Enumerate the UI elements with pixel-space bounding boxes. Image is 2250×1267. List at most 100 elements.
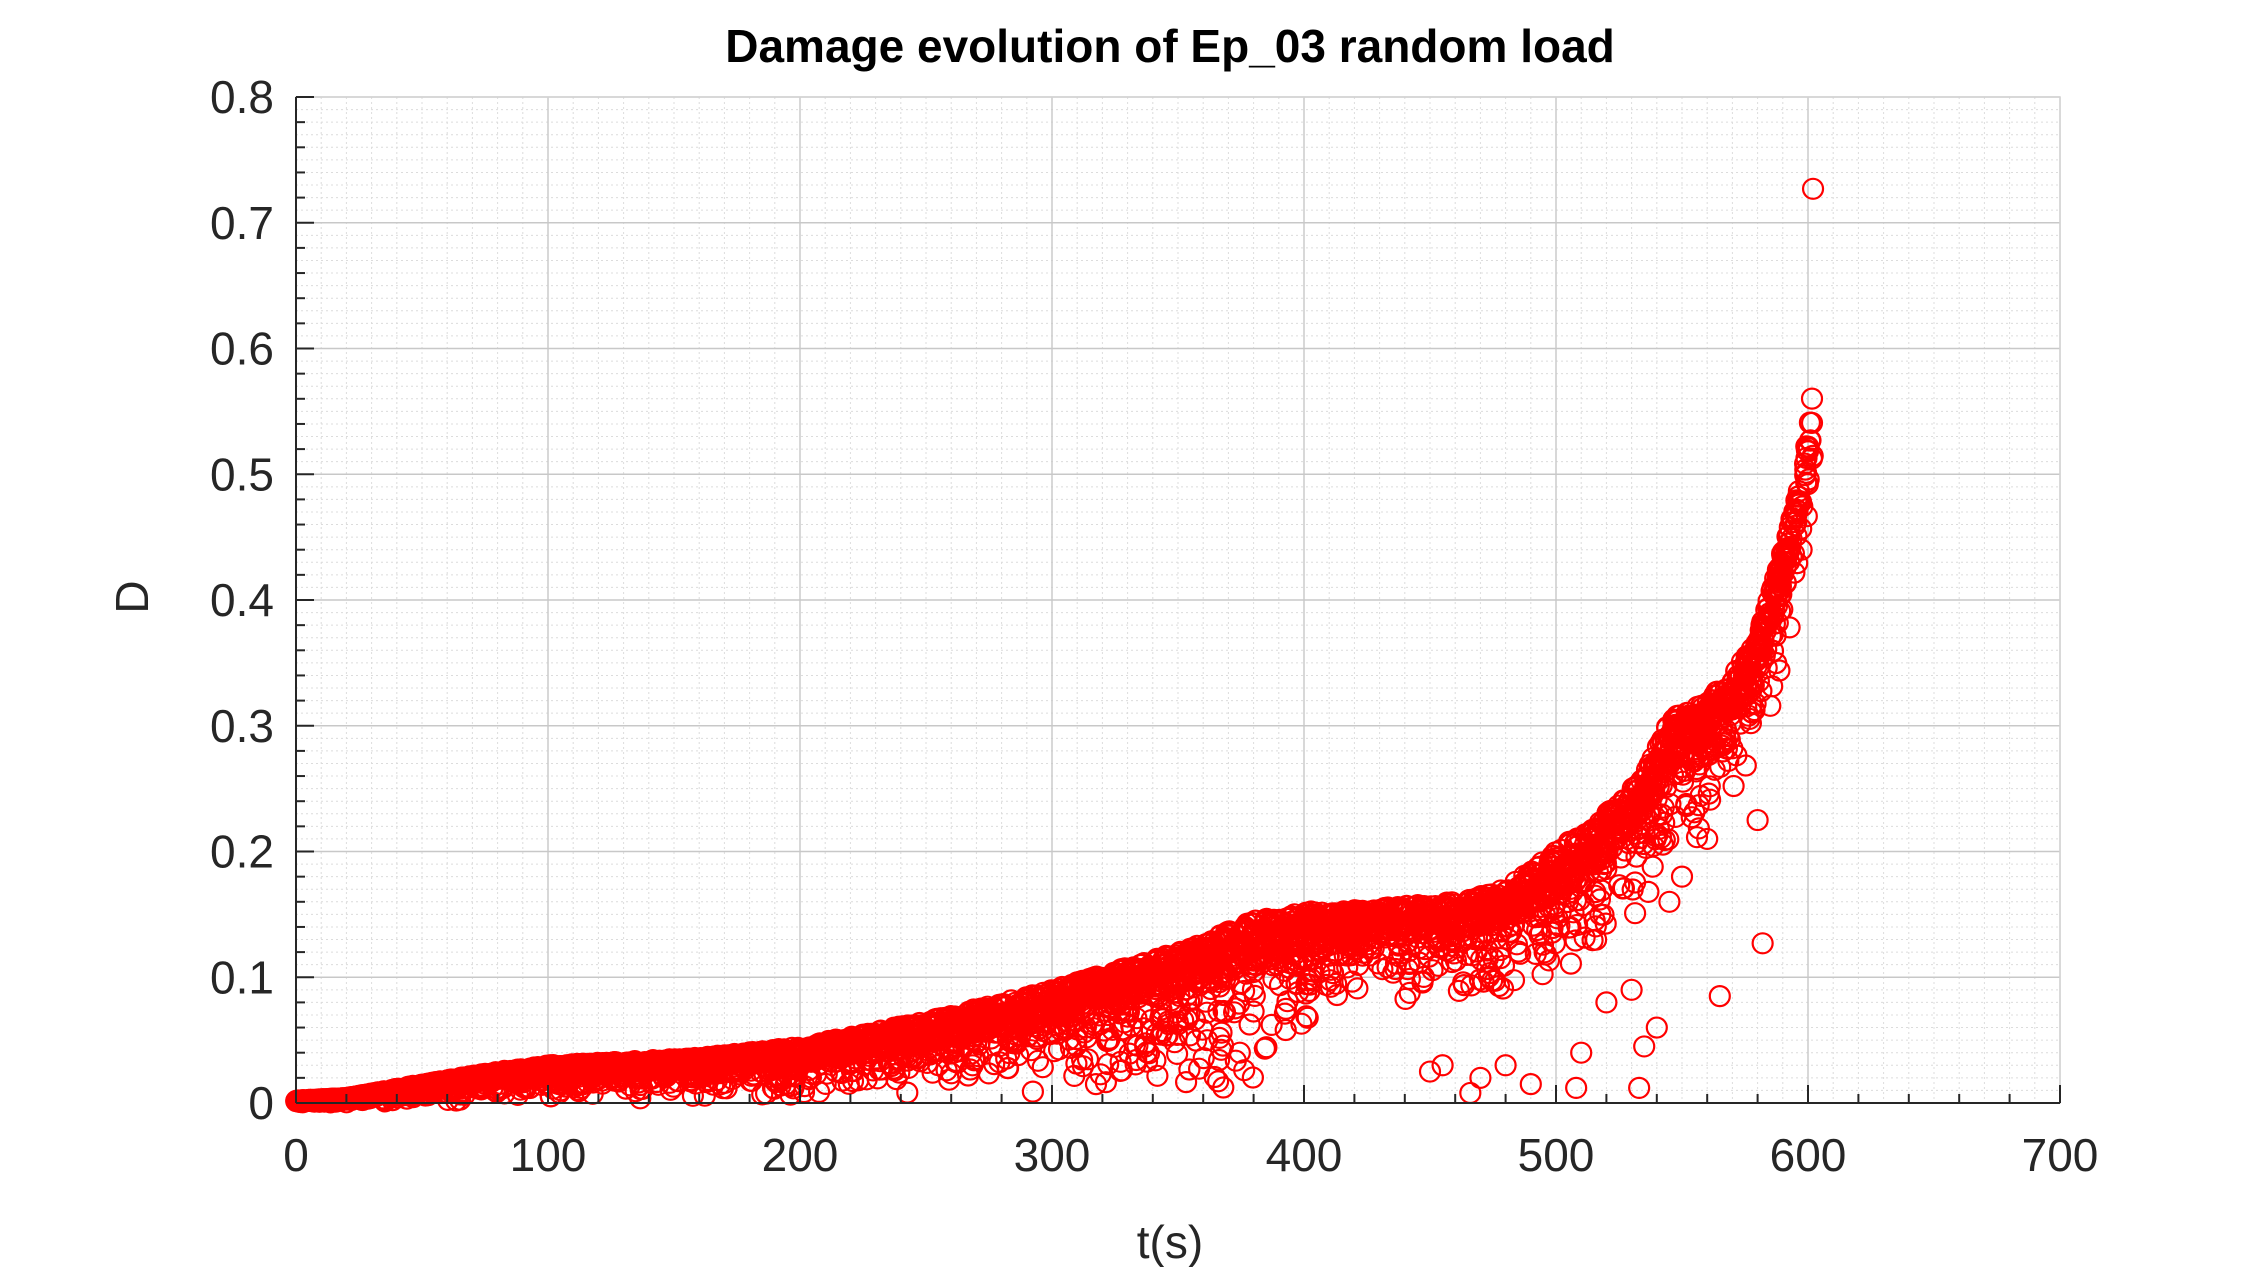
data-point bbox=[1207, 1048, 1231, 1072]
data-point bbox=[655, 1049, 678, 1072]
data-point bbox=[1191, 1018, 1214, 1041]
data-point bbox=[1712, 700, 1736, 723]
data-point bbox=[320, 1087, 343, 1110]
x-tick-label: 300 bbox=[1014, 1129, 1091, 1181]
data-point bbox=[738, 1041, 761, 1064]
y-tick-label: 0 bbox=[248, 1077, 274, 1129]
data-point bbox=[1076, 1048, 1100, 1071]
data-points bbox=[285, 177, 1825, 1114]
y-axis-label: D bbox=[106, 580, 158, 613]
data-point bbox=[1398, 951, 1421, 974]
data-point bbox=[517, 1061, 540, 1084]
data-point bbox=[815, 1041, 838, 1064]
data-point bbox=[1685, 826, 1709, 849]
data-point-outlier bbox=[1459, 1081, 1482, 1105]
data-point bbox=[1769, 571, 1792, 594]
data-point bbox=[1564, 832, 1587, 855]
data-point bbox=[1706, 700, 1730, 723]
data-point-outlier bbox=[1628, 1076, 1651, 1100]
data-point bbox=[1125, 1007, 1148, 1030]
data-point bbox=[1581, 853, 1604, 876]
data-point bbox=[1559, 952, 1583, 975]
data-point bbox=[1671, 770, 1695, 793]
data-point bbox=[1771, 544, 1794, 567]
data-point bbox=[1544, 872, 1567, 895]
data-point bbox=[388, 1080, 411, 1103]
data-point bbox=[1134, 1035, 1157, 1058]
data-point bbox=[1623, 902, 1647, 925]
data-point bbox=[1735, 649, 1759, 673]
data-point bbox=[1241, 1066, 1265, 1089]
data-point bbox=[1212, 1076, 1235, 1099]
data-point bbox=[1262, 915, 1286, 938]
data-point bbox=[1602, 828, 1625, 852]
data-point bbox=[1533, 941, 1556, 964]
data-point bbox=[1588, 888, 1612, 911]
data-point-outlier bbox=[1595, 991, 1618, 1014]
data-point bbox=[1584, 915, 1607, 938]
data-point bbox=[921, 1061, 944, 1084]
data-point bbox=[663, 1057, 686, 1080]
data-point bbox=[1102, 985, 1125, 1008]
data-point bbox=[1274, 1018, 1297, 1042]
data-point bbox=[1800, 387, 1824, 410]
data-point bbox=[681, 1084, 705, 1107]
data-point bbox=[1427, 954, 1450, 977]
data-point bbox=[1174, 1070, 1198, 1094]
data-point bbox=[1200, 939, 1223, 963]
data-point bbox=[873, 1031, 896, 1054]
data-point bbox=[1768, 659, 1791, 682]
data-point bbox=[1492, 954, 1516, 977]
data-point bbox=[927, 1053, 950, 1077]
data-point bbox=[765, 1039, 788, 1062]
data-point bbox=[1356, 919, 1380, 942]
data-point bbox=[1507, 940, 1530, 963]
data-point bbox=[693, 1084, 716, 1107]
data-point bbox=[1361, 907, 1384, 930]
data-point bbox=[504, 1065, 527, 1089]
data-point bbox=[1746, 648, 1769, 672]
data-point bbox=[1460, 974, 1483, 997]
data-point bbox=[1224, 997, 1247, 1020]
data-point bbox=[710, 1054, 733, 1077]
data-point-outlier bbox=[1418, 1060, 1442, 1083]
data-point-outlier bbox=[1670, 865, 1694, 888]
data-point bbox=[699, 1049, 722, 1072]
data-point bbox=[1513, 864, 1536, 887]
data-point bbox=[1394, 987, 1417, 1011]
data-point bbox=[291, 1089, 314, 1113]
data-point bbox=[1665, 746, 1689, 770]
data-point bbox=[450, 1069, 473, 1092]
data-point-outlier bbox=[1645, 1016, 1668, 1039]
data-point bbox=[992, 992, 1015, 1016]
data-point bbox=[1754, 612, 1778, 635]
data-point bbox=[603, 1050, 626, 1074]
data-point bbox=[1744, 638, 1767, 661]
y-tick-label: 0.8 bbox=[210, 71, 274, 123]
data-point bbox=[1089, 1063, 1112, 1086]
data-point bbox=[1623, 871, 1647, 894]
data-point bbox=[1026, 1049, 1050, 1072]
data-point bbox=[1703, 758, 1726, 781]
data-point bbox=[856, 1028, 879, 1051]
data-point bbox=[1196, 936, 1219, 960]
data-point bbox=[1434, 897, 1457, 921]
data-point bbox=[1606, 798, 1629, 821]
data-point bbox=[1680, 806, 1703, 829]
data-point bbox=[940, 1062, 963, 1085]
data-point bbox=[555, 1057, 579, 1080]
data-point bbox=[828, 1038, 851, 1061]
data-point bbox=[1720, 698, 1743, 721]
data-point bbox=[1685, 717, 1708, 740]
data-point bbox=[1698, 775, 1721, 798]
data-point bbox=[1777, 532, 1800, 555]
data-point-outlier bbox=[1519, 1073, 1542, 1096]
data-point bbox=[739, 1053, 763, 1076]
data-point bbox=[1294, 931, 1317, 955]
y-tick-label: 0.1 bbox=[210, 951, 274, 1003]
data-point bbox=[1590, 879, 1613, 902]
data-point bbox=[1145, 1022, 1168, 1045]
data-point bbox=[1623, 795, 1646, 818]
data-point bbox=[1120, 1014, 1143, 1037]
x-tick-label: 100 bbox=[510, 1129, 587, 1181]
